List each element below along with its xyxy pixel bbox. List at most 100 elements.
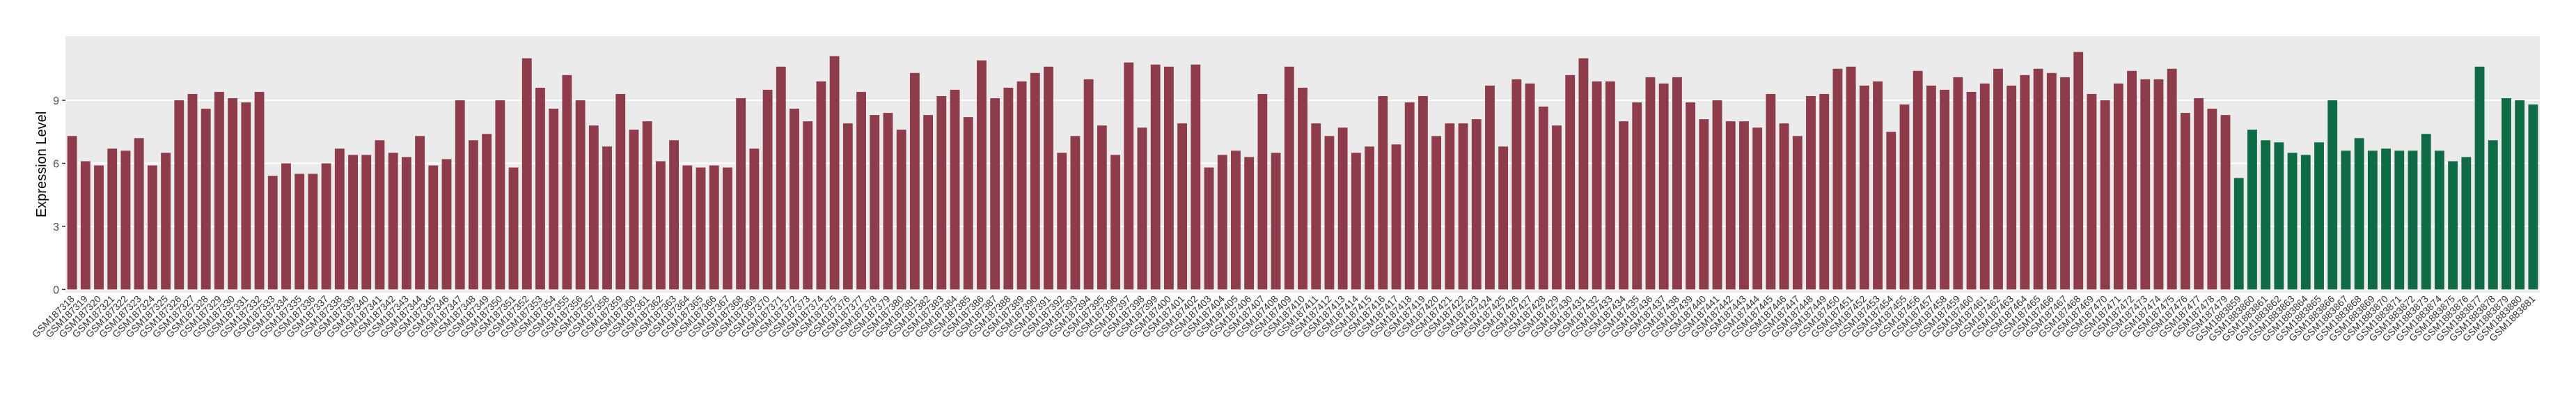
bar [1993, 68, 2003, 290]
bar [1511, 79, 1522, 290]
bar [1137, 127, 1147, 290]
bar [469, 140, 478, 290]
bar [388, 153, 398, 290]
bar [94, 165, 104, 290]
bar [1953, 77, 1963, 290]
bar [1204, 167, 1214, 290]
bar [348, 155, 358, 290]
bar [2367, 150, 2378, 290]
bar [2408, 150, 2418, 290]
bar [1565, 75, 1576, 290]
bar [1097, 125, 1107, 290]
bar [2421, 134, 2431, 290]
bar [254, 91, 265, 290]
bar [923, 115, 934, 290]
bar [2233, 178, 2244, 290]
bar [1699, 119, 1709, 290]
bar [495, 100, 505, 290]
bar [107, 148, 118, 290]
bar [1163, 66, 1174, 290]
bar [1044, 66, 1053, 290]
bar [1846, 66, 1856, 290]
bar [2274, 142, 2284, 290]
bar [776, 66, 786, 290]
bar [1605, 81, 1615, 290]
bar [896, 130, 906, 290]
bar [1257, 93, 1268, 290]
bar [1725, 121, 1736, 290]
bar [1030, 72, 1040, 290]
bar [950, 89, 960, 290]
bar [1458, 123, 1468, 290]
bar [2020, 75, 2030, 290]
bar [1940, 89, 1950, 290]
bar [2381, 148, 2391, 290]
bar [2073, 52, 2084, 290]
bar [482, 134, 492, 290]
bar [2474, 66, 2485, 290]
bar [990, 98, 1000, 290]
y-tick-label: 6 [53, 158, 59, 170]
bar [2167, 68, 2177, 290]
bar [2060, 77, 2070, 290]
bar [1311, 123, 1321, 290]
bar [2314, 142, 2324, 290]
bar [2327, 100, 2338, 290]
bar [1686, 102, 1696, 290]
bar [2287, 153, 2298, 290]
bar [1404, 102, 1415, 290]
bar [602, 146, 612, 290]
bar [2046, 72, 2057, 290]
bar [1578, 58, 1589, 290]
bar [588, 125, 599, 290]
bar [228, 98, 238, 290]
bar [2461, 157, 2472, 290]
bar [2488, 140, 2498, 290]
bar [1752, 127, 1763, 290]
bar [1150, 64, 1161, 290]
bar [1672, 77, 1682, 290]
bar [575, 100, 586, 290]
bar [2300, 155, 2311, 290]
bar [549, 109, 559, 290]
bar [723, 167, 732, 290]
bar [1124, 62, 1134, 290]
bar [1284, 66, 1294, 290]
bar [2140, 79, 2151, 290]
bar [1913, 70, 1923, 290]
bar [1806, 95, 1816, 290]
bar [1592, 81, 1602, 290]
y-tick-label: 3 [53, 222, 59, 233]
y-tick-label: 0 [53, 284, 59, 296]
bar [790, 109, 799, 290]
bar [161, 153, 171, 290]
bar [1792, 136, 1803, 290]
bar [294, 173, 305, 290]
bar [2341, 150, 2351, 290]
bar [1016, 81, 1027, 290]
bar [1070, 136, 1081, 290]
bar [375, 140, 385, 290]
bar [1231, 150, 1241, 290]
bar [1337, 127, 1348, 290]
bar [2087, 93, 2097, 290]
bar [1298, 87, 1307, 290]
bar [1712, 100, 1722, 290]
bar [655, 161, 666, 290]
bar [1859, 85, 1869, 290]
bar [2006, 85, 2017, 290]
bar [829, 56, 840, 290]
bar [696, 167, 706, 290]
bar [1525, 83, 1535, 290]
bar [455, 100, 465, 290]
bar [2153, 79, 2164, 290]
bar [521, 58, 532, 290]
bar [816, 81, 826, 290]
bar [281, 163, 291, 290]
bar [1979, 83, 1990, 290]
bar [1110, 155, 1120, 290]
bar [2515, 100, 2525, 290]
bar [2180, 113, 2190, 290]
bar [2435, 150, 2444, 290]
